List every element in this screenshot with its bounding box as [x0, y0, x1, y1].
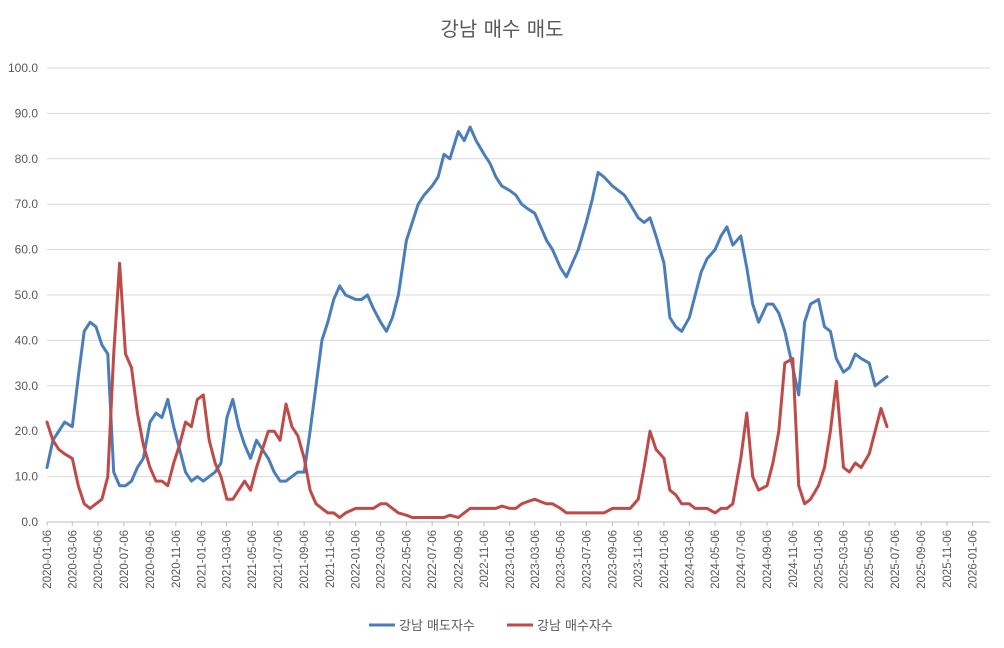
chart-title: 강남 매수 매도 — [440, 17, 563, 41]
x-axis-ticks: 2020-01-06 2020-03-06 2020-05-06 2020-07-06… — [42, 522, 980, 589]
x-tick-label: 2022-03-06 — [376, 530, 388, 589]
x-tick-label: 2021-01-06 — [197, 530, 209, 589]
x-tick-label: 2024-07-06 — [736, 530, 748, 589]
x-tick-label: 2020-09-06 — [145, 530, 157, 589]
x-tick-label: 2023-11-06 — [633, 530, 645, 588]
x-tick-label: 2022-01-06 — [351, 530, 363, 589]
y-axis-ticks: 0.0 10.0 20.0 30.0 40.0 50.0 60.0 70.0 80.0 90.0 1… — [8, 61, 38, 529]
x-tick-label: 2020-11-06 — [171, 530, 183, 588]
x-tick-label: 2021-09-06 — [299, 530, 311, 589]
x-tick-label: 2023-09-06 — [607, 530, 619, 589]
series-lines — [45, 125, 889, 519]
x-tick-label: 2025-11-06 — [942, 530, 954, 588]
y-tick-label: 30.0 — [15, 379, 39, 393]
x-tick-label: 2024-01-06 — [659, 530, 671, 589]
y-tick-label: 40.0 — [15, 333, 39, 347]
y-tick-label: 0.0 — [21, 515, 38, 529]
x-tick-label: 2020-07-06 — [119, 530, 131, 589]
y-tick-label: 90.0 — [15, 106, 39, 120]
y-tick-label: 80.0 — [15, 152, 39, 166]
x-tick-label: 2024-09-06 — [762, 530, 774, 589]
legend-label-1: 강남 매도자수 — [399, 619, 475, 634]
x-tick-label: 2022-11-06 — [479, 530, 491, 588]
legend-label-2: 강남 매수자수 — [537, 619, 613, 634]
x-tick-label: 2024-05-06 — [710, 530, 722, 589]
y-tick-label: 70.0 — [15, 197, 39, 211]
x-tick-label: 2023-07-06 — [581, 530, 593, 589]
y-tick-label: 60.0 — [15, 243, 39, 257]
x-tick-label: 2023-03-06 — [530, 530, 542, 589]
legend: 강남 매도자수 강남 매수자수 — [369, 619, 613, 634]
y-tick-label: 100.0 — [8, 61, 38, 75]
x-tick-label: 2022-07-06 — [427, 530, 439, 589]
y-tick-label: 10.0 — [15, 470, 39, 484]
series-line-2 — [45, 261, 889, 519]
gridlines — [47, 67, 990, 523]
x-tick-label: 2024-03-06 — [684, 530, 696, 589]
y-tick-label: 20.0 — [15, 424, 39, 438]
x-tick-label: 2026-01-06 — [968, 530, 980, 589]
x-tick-label: 2021-07-06 — [273, 530, 285, 589]
x-tick-label: 2022-09-06 — [453, 530, 465, 589]
y-tick-label: 50.0 — [15, 288, 39, 302]
x-tick-label: 2023-01-06 — [505, 530, 517, 589]
x-tick-label: 2025-03-06 — [838, 530, 850, 589]
x-tick-label: 2020-01-06 — [42, 530, 54, 589]
series-line-1 — [45, 125, 889, 488]
x-tick-label: 2020-03-06 — [67, 530, 79, 589]
x-tick-label: 2025-07-06 — [890, 530, 902, 589]
x-tick-label: 2025-05-06 — [864, 530, 876, 589]
x-tick-label: 2025-01-06 — [814, 530, 826, 589]
x-tick-label: 2022-05-06 — [401, 530, 413, 589]
x-tick-label: 2021-11-06 — [325, 530, 337, 588]
x-tick-label: 2020-05-06 — [93, 530, 105, 589]
x-tick-label: 2021-03-06 — [221, 530, 233, 589]
x-tick-label: 2024-11-06 — [788, 530, 800, 588]
x-tick-label: 2025-09-06 — [916, 530, 928, 589]
x-tick-label: 2023-05-06 — [556, 530, 568, 589]
x-tick-label: 2021-05-06 — [247, 530, 259, 589]
